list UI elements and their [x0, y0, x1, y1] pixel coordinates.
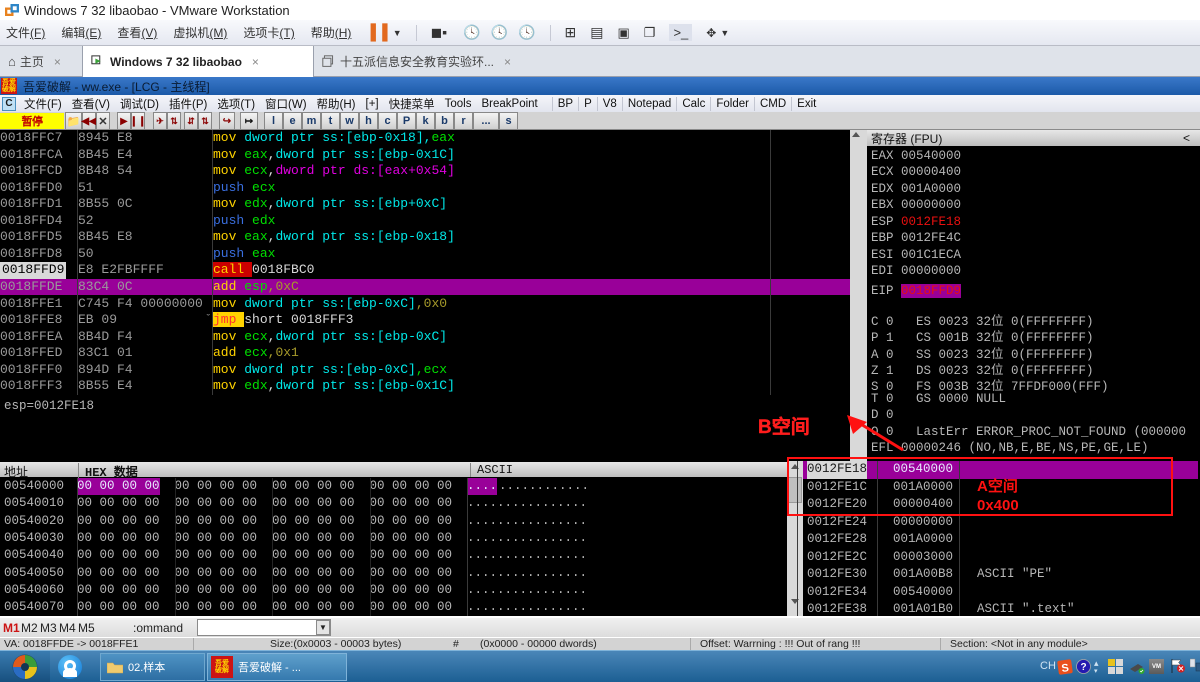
svg-text:?: ?: [1080, 662, 1086, 673]
